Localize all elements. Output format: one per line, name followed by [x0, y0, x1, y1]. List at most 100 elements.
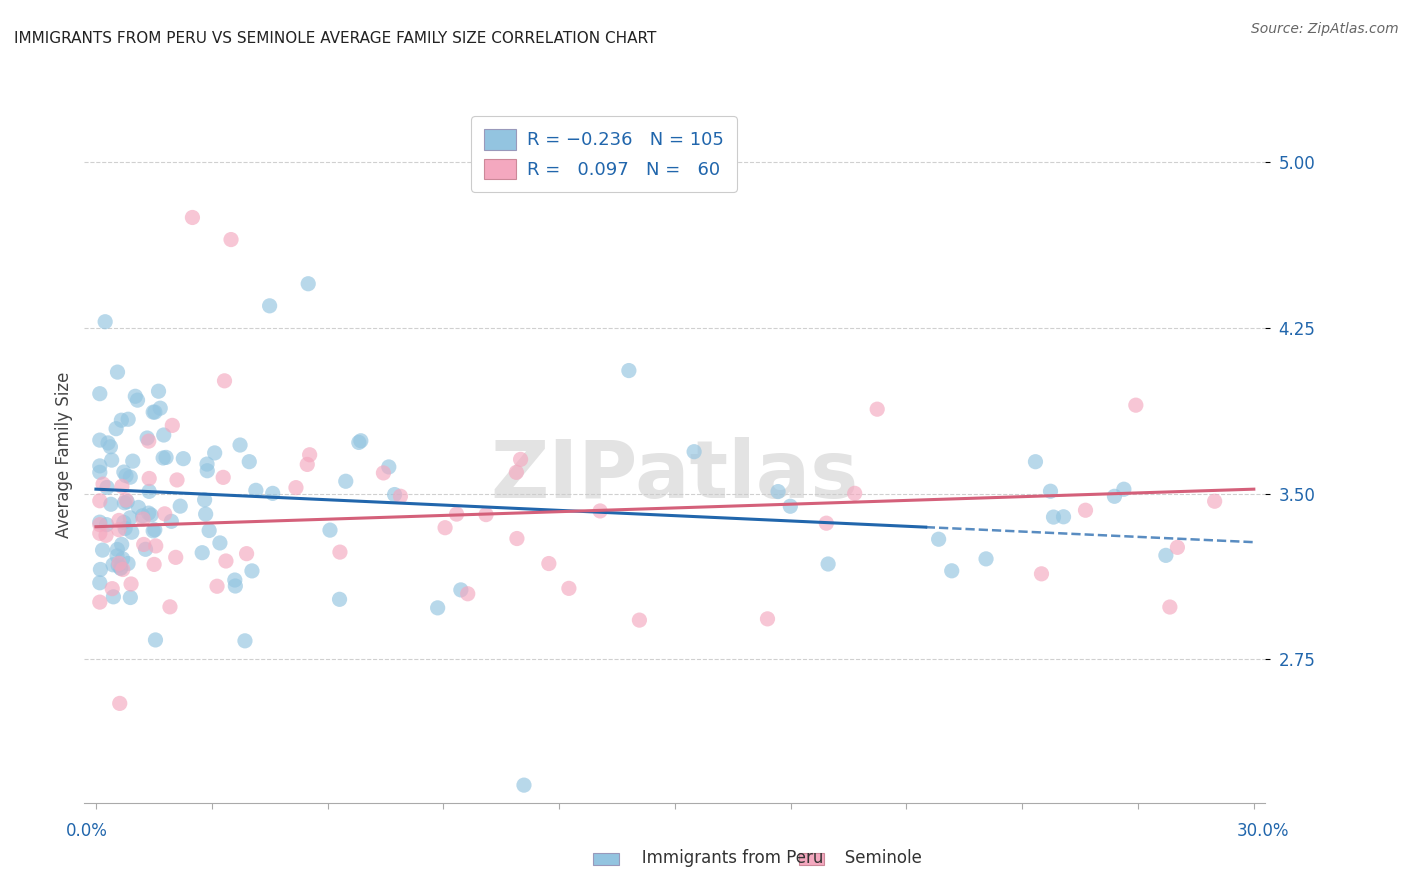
Point — [89, 526, 111, 541]
Point — [96, 517, 118, 532]
Point — [108, 523, 131, 537]
Point — [941, 564, 963, 578]
Point — [108, 557, 131, 571]
Point — [121, 454, 143, 468]
Point — [235, 547, 257, 561]
Text: Seminole: Seminole — [808, 849, 922, 867]
Point — [297, 277, 319, 291]
Point — [142, 405, 165, 419]
Point — [89, 386, 111, 401]
Text: ZIPatlas: ZIPatlas — [491, 437, 859, 515]
Text: IMMIGRANTS FROM PERU VS SEMINOLE AVERAGE FAMILY SIZE CORRELATION CHART: IMMIGRANTS FROM PERU VS SEMINOLE AVERAGE… — [14, 31, 657, 46]
Point — [457, 587, 479, 601]
Text: Source: ZipAtlas.com: Source: ZipAtlas.com — [1251, 22, 1399, 37]
Point — [475, 508, 498, 522]
Point — [233, 633, 256, 648]
Point — [240, 564, 263, 578]
Point — [100, 453, 122, 467]
Point — [148, 384, 170, 399]
Point — [169, 499, 191, 513]
Point — [181, 211, 204, 225]
Point — [160, 514, 183, 528]
Point — [506, 532, 529, 546]
Point — [224, 573, 246, 587]
Point — [198, 524, 221, 538]
Point — [132, 537, 155, 551]
Point — [115, 494, 138, 508]
Point — [89, 517, 111, 532]
Point — [285, 481, 308, 495]
Point — [756, 612, 779, 626]
Point — [434, 521, 457, 535]
Point — [195, 457, 218, 471]
Point — [136, 431, 159, 445]
Point — [108, 697, 131, 711]
Point — [815, 516, 838, 531]
Point — [96, 480, 118, 494]
Point — [153, 507, 176, 521]
Point — [162, 418, 184, 433]
Point — [143, 558, 166, 572]
Point — [117, 412, 139, 426]
Point — [329, 545, 352, 559]
Point — [1159, 600, 1181, 615]
Point — [152, 450, 174, 465]
Point — [297, 458, 319, 472]
Point — [245, 483, 267, 498]
Point — [384, 487, 406, 501]
Point — [89, 433, 111, 447]
Point — [105, 549, 128, 563]
Point — [298, 448, 321, 462]
Point — [107, 365, 129, 379]
Point — [89, 493, 111, 508]
Point — [683, 444, 706, 458]
Point — [628, 613, 651, 627]
Point — [149, 401, 172, 416]
Point — [131, 508, 153, 523]
Point — [866, 402, 889, 417]
Point — [259, 299, 281, 313]
Point — [145, 539, 167, 553]
Text: 0.0%: 0.0% — [66, 822, 108, 840]
Point — [89, 515, 111, 529]
Point — [112, 496, 135, 510]
Point — [214, 374, 236, 388]
Point — [110, 561, 132, 575]
Point — [319, 523, 342, 537]
Point — [120, 591, 142, 605]
Point — [145, 632, 167, 647]
Point — [1024, 455, 1046, 469]
Point — [117, 557, 139, 571]
Point — [127, 393, 149, 408]
Point — [378, 459, 401, 474]
Point — [389, 489, 412, 503]
Point — [537, 557, 560, 571]
Point — [138, 471, 160, 485]
Point — [335, 475, 357, 489]
Point — [446, 507, 468, 521]
Point — [138, 484, 160, 499]
Point — [111, 537, 134, 551]
Point — [89, 595, 111, 609]
Point — [928, 533, 950, 547]
Text: Immigrants from Peru: Immigrants from Peru — [605, 849, 823, 867]
Point — [121, 525, 143, 540]
Point — [107, 558, 129, 573]
Point — [114, 521, 136, 535]
Point — [229, 438, 252, 452]
Point — [111, 479, 134, 493]
Point — [766, 484, 789, 499]
Point — [513, 778, 536, 792]
Point — [212, 470, 235, 484]
Legend: R = −0.236   N = 105, R =   0.097   N =   60: R = −0.236 N = 105, R = 0.097 N = 60 — [471, 116, 737, 192]
Point — [1112, 482, 1135, 496]
Point — [204, 446, 226, 460]
Point — [110, 413, 132, 427]
Point — [97, 436, 120, 450]
Point — [208, 536, 231, 550]
Point — [844, 486, 866, 500]
Point — [89, 575, 111, 590]
Point — [155, 450, 177, 465]
Point — [1074, 503, 1097, 517]
Point — [974, 552, 997, 566]
